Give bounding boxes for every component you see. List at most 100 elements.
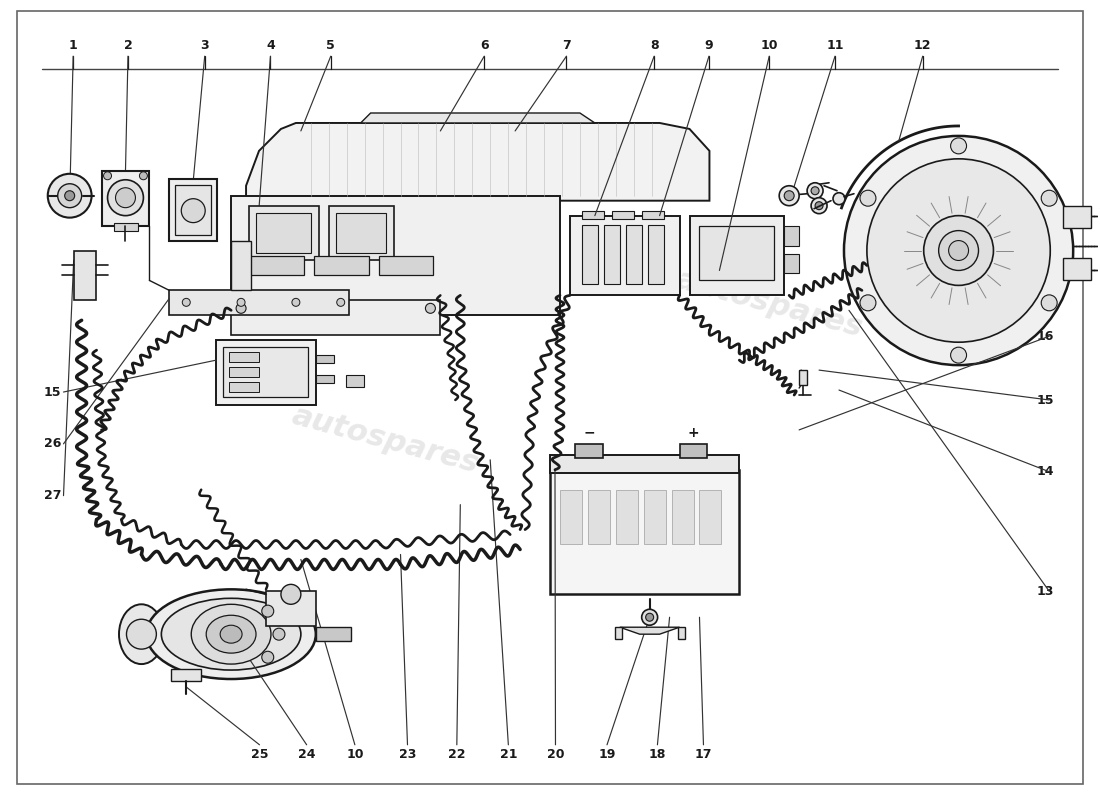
Bar [175, 185, 211, 234]
Polygon shape [172, 669, 201, 681]
Text: 12: 12 [914, 38, 932, 52]
Bar [229, 352, 258, 362]
Circle shape [262, 605, 274, 617]
Circle shape [950, 347, 967, 363]
Bar [560, 490, 582, 545]
Circle shape [182, 198, 206, 222]
Text: 15: 15 [44, 386, 62, 398]
Polygon shape [678, 627, 684, 639]
Circle shape [236, 303, 246, 314]
Circle shape [47, 174, 91, 218]
Circle shape [784, 190, 794, 201]
Bar [169, 178, 217, 241]
Bar [113, 222, 139, 230]
Bar [1064, 206, 1091, 228]
Text: 4: 4 [266, 38, 275, 52]
Text: 2: 2 [123, 38, 132, 52]
Bar [329, 206, 394, 261]
Bar [74, 250, 96, 300]
Text: 5: 5 [327, 38, 336, 52]
Bar [575, 444, 603, 458]
Text: −: − [583, 426, 595, 440]
Circle shape [1042, 190, 1057, 206]
Text: 25: 25 [251, 748, 268, 762]
Text: 9: 9 [705, 38, 713, 52]
Polygon shape [615, 627, 622, 639]
Circle shape [811, 198, 827, 214]
Bar [316, 355, 333, 363]
Bar [223, 347, 308, 397]
Circle shape [292, 298, 300, 306]
Bar [336, 213, 386, 253]
Text: 11: 11 [826, 38, 844, 52]
Text: 22: 22 [448, 748, 465, 762]
Circle shape [426, 303, 436, 314]
Circle shape [280, 584, 301, 604]
Circle shape [57, 184, 81, 208]
Bar [314, 255, 369, 275]
Text: autospares: autospares [672, 266, 866, 343]
Circle shape [779, 186, 799, 206]
Text: 20: 20 [547, 748, 564, 762]
Text: 19: 19 [598, 748, 616, 762]
Text: 8: 8 [650, 38, 659, 52]
Ellipse shape [220, 626, 242, 643]
Circle shape [337, 298, 344, 306]
Text: 3: 3 [200, 38, 209, 52]
Text: 6: 6 [480, 38, 488, 52]
Text: 16: 16 [1037, 330, 1054, 342]
Ellipse shape [948, 241, 968, 261]
Bar [690, 216, 784, 295]
Circle shape [65, 190, 75, 201]
Bar [217, 340, 316, 405]
Bar [249, 206, 319, 261]
Bar [249, 255, 304, 275]
Bar [612, 210, 634, 218]
Ellipse shape [206, 615, 256, 653]
Text: autospares: autospares [289, 401, 482, 478]
Text: 10: 10 [760, 38, 778, 52]
Polygon shape [619, 627, 680, 634]
Circle shape [807, 182, 823, 198]
Circle shape [1042, 295, 1057, 311]
Bar [316, 627, 351, 641]
Bar [700, 226, 774, 281]
Circle shape [646, 614, 653, 622]
Bar [229, 382, 258, 392]
Bar [550, 455, 739, 473]
Text: 21: 21 [499, 748, 517, 762]
Ellipse shape [119, 604, 164, 664]
Bar [644, 490, 666, 545]
Bar [626, 225, 641, 285]
Circle shape [103, 172, 111, 180]
Bar [231, 196, 560, 315]
Bar [784, 226, 799, 246]
Text: 27: 27 [44, 489, 62, 502]
Polygon shape [799, 370, 807, 385]
Circle shape [183, 298, 190, 306]
Ellipse shape [844, 136, 1074, 365]
Polygon shape [246, 123, 710, 201]
Polygon shape [361, 113, 595, 123]
Bar [582, 225, 597, 285]
Ellipse shape [938, 230, 979, 270]
Bar [604, 225, 619, 285]
Circle shape [116, 188, 135, 208]
Circle shape [815, 202, 823, 210]
Circle shape [860, 295, 876, 311]
Bar [101, 170, 150, 226]
Ellipse shape [924, 216, 993, 286]
Text: +: + [688, 426, 700, 440]
Text: 17: 17 [695, 748, 712, 762]
Bar [550, 470, 739, 594]
Bar [582, 210, 604, 218]
Bar [169, 290, 349, 315]
Circle shape [140, 172, 147, 180]
Bar [672, 490, 693, 545]
Circle shape [108, 180, 143, 216]
Circle shape [833, 193, 845, 205]
Ellipse shape [146, 590, 316, 679]
Circle shape [641, 610, 658, 626]
Text: 13: 13 [1037, 585, 1054, 598]
Text: 24: 24 [298, 748, 316, 762]
